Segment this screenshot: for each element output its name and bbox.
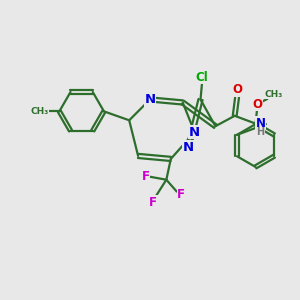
Text: H: H <box>256 128 265 137</box>
Text: O: O <box>232 83 242 97</box>
Text: N: N <box>144 93 156 106</box>
Text: CH₃: CH₃ <box>264 90 283 99</box>
Text: CH₃: CH₃ <box>30 107 48 116</box>
Text: N: N <box>189 126 200 139</box>
Text: Cl: Cl <box>196 71 208 84</box>
Text: F: F <box>142 170 149 183</box>
Text: N: N <box>183 140 194 154</box>
Text: F: F <box>149 196 157 208</box>
Text: N: N <box>256 117 266 130</box>
Text: O: O <box>252 98 262 111</box>
Text: F: F <box>177 188 185 201</box>
